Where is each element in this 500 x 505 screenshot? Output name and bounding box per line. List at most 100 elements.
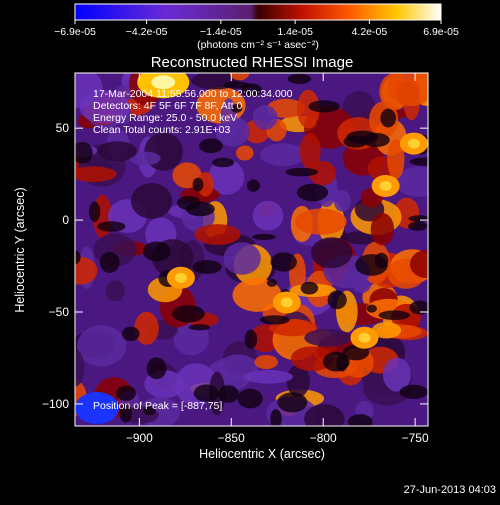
dark-gap [88,201,101,222]
heatmap-image [75,73,428,426]
dark-gap [75,141,93,164]
cool-blob [77,325,127,367]
heat-blob [134,311,159,345]
heat-blob [370,212,395,246]
dark-gap [409,300,428,315]
peak-position-label: Position of Peak = [-887,75] [93,400,222,412]
dark-gap [408,215,428,222]
min-blob [75,392,119,424]
dark-gap [142,241,171,262]
dark-gap [346,130,379,144]
annotation-line: 17-Mar-2004 11:55:56.000 to 12:00:34.000 [93,88,293,100]
cool-blob [243,369,293,384]
cool-blob [252,200,284,231]
y-tick-label: −100 [42,397,69,411]
dark-gap [240,83,262,97]
heat-blob [194,224,241,245]
y-axis-label: Heliocentric Y (arcsec) [13,187,27,312]
dark-gap [270,409,282,426]
dark-gap [399,384,428,399]
dark-gap [192,177,204,192]
y-tick-label: −50 [49,305,70,319]
dark-gap [231,103,243,113]
x-tick-label: −850 [218,431,245,445]
heat-blob [299,133,321,170]
cool-blob [129,151,161,166]
dark-gap [327,290,347,310]
axis-ticks: −900 −850 −800 −750 −100 −50 0 50 [42,73,429,445]
colorbar-tick-label: −6.9e-05 [54,26,96,38]
dark-gap [218,385,239,403]
dark-gap [188,324,211,331]
dark-gap [121,326,140,342]
cool-blob [304,328,352,347]
dark-gap [212,157,235,168]
colorbar-gradient [74,3,442,21]
dark-gap [176,195,201,211]
cool-blob [144,132,183,171]
heat-blob [197,171,214,197]
dark-gap [270,252,297,272]
x-axis-label: Heliocentric X (arcsec) [199,447,325,461]
cool-blob [304,404,345,426]
dark-gap [366,304,377,313]
dark-gap [266,278,278,287]
colorbar-tick-label: 4.2e-05 [352,26,388,38]
heat-blob [235,145,254,161]
cool-blob [394,166,428,197]
dark-gap [409,157,428,166]
cool-blob [260,143,306,167]
dark-gap [300,281,319,295]
dark-gap [285,167,319,177]
colorbar-tick-label: −1.4e-05 [200,26,242,38]
colorbar-tick-label: 1.4e-05 [277,26,313,38]
dark-gap [347,414,373,426]
heat-blob [296,89,320,129]
y-tick-label: 50 [56,121,70,135]
colorbar-ticks: −6.9e-05 −4.2e-05 −1.4e-05 1.4e-05 4.2e-05 6.… [54,20,459,38]
dark-gap [172,305,205,323]
dark-gap [380,108,396,128]
footer-timestamp: 27-Jun-2013 04:03 [404,484,496,496]
cool-blob [310,237,353,269]
dark-gap [116,385,136,402]
heat-blob [409,249,428,279]
annotation-line: Clean Total counts: 2.91E+03 [93,124,230,136]
dark-gap [336,354,348,372]
colorbar-units: (photons cm⁻² s⁻¹ asec⁻²) [197,39,319,51]
heat-blob [75,256,98,285]
heat-blob [387,73,428,107]
colorbar-tick-label: 6.9e-05 [423,26,459,38]
peak-core [151,75,176,90]
x-tick-label: −750 [402,431,429,445]
heat-blob [371,322,402,339]
hot-spot-core [379,180,392,191]
dark-gap [199,138,223,154]
heat-blob [229,73,250,81]
cool-blob [286,364,310,398]
dark-gap [75,250,81,265]
annotation-block: 17-Mar-2004 11:55:56.000 to 12:00:34.000… [93,88,293,136]
cool-blob [105,280,126,302]
heat-blob [75,166,117,182]
cool-blob [208,159,245,195]
heat-blob [290,346,334,372]
hot-spot-core [280,297,293,308]
dark-gap [252,233,276,240]
dark-gap [146,357,167,380]
hot-spot-core [358,332,371,343]
dark-gap [244,329,258,349]
dark-gap [192,259,222,274]
heat-blob [308,160,336,186]
dark-gap [246,179,260,192]
cool-blob [75,349,85,387]
dark-gap [119,403,132,423]
cool-blob [97,141,137,162]
dark-gap [378,310,411,320]
x-tick-label: −800 [310,431,337,445]
hot-spot-core [407,138,420,149]
dark-gap [374,252,389,269]
annotation-line: Detectors: 4F 5F 6F 7F 8F, Att 0 [93,100,243,112]
heat-blob [387,138,405,180]
colorbar: −6.9e-05 −4.2e-05 −1.4e-05 1.4e-05 4.2e-05 6.… [54,3,459,51]
